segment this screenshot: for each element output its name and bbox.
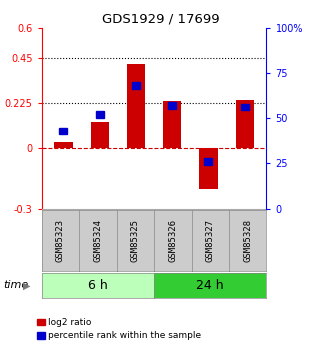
Bar	[241, 104, 249, 110]
Text: GSM85328: GSM85328	[243, 219, 252, 262]
Bar	[168, 102, 176, 109]
Bar	[96, 111, 104, 118]
Bar	[91, 122, 109, 148]
Bar	[204, 158, 213, 165]
Text: ▶: ▶	[23, 280, 30, 290]
Text: GSM85324: GSM85324	[93, 219, 102, 262]
Text: 24 h: 24 h	[196, 279, 224, 292]
Text: GDS1929 / 17699: GDS1929 / 17699	[102, 12, 219, 25]
Bar	[163, 101, 181, 148]
Text: GSM85323: GSM85323	[56, 219, 65, 262]
Text: GSM85327: GSM85327	[206, 219, 215, 262]
Bar	[59, 128, 67, 134]
Bar	[199, 148, 218, 189]
Legend: log2 ratio, percentile rank within the sample: log2 ratio, percentile rank within the s…	[37, 318, 202, 341]
Bar	[132, 82, 140, 89]
Bar	[236, 100, 254, 148]
Bar	[127, 64, 145, 148]
Text: 6 h: 6 h	[88, 279, 108, 292]
Text: GSM85325: GSM85325	[131, 219, 140, 262]
Bar	[55, 142, 73, 148]
Text: time: time	[3, 280, 29, 290]
Text: GSM85326: GSM85326	[168, 219, 177, 262]
